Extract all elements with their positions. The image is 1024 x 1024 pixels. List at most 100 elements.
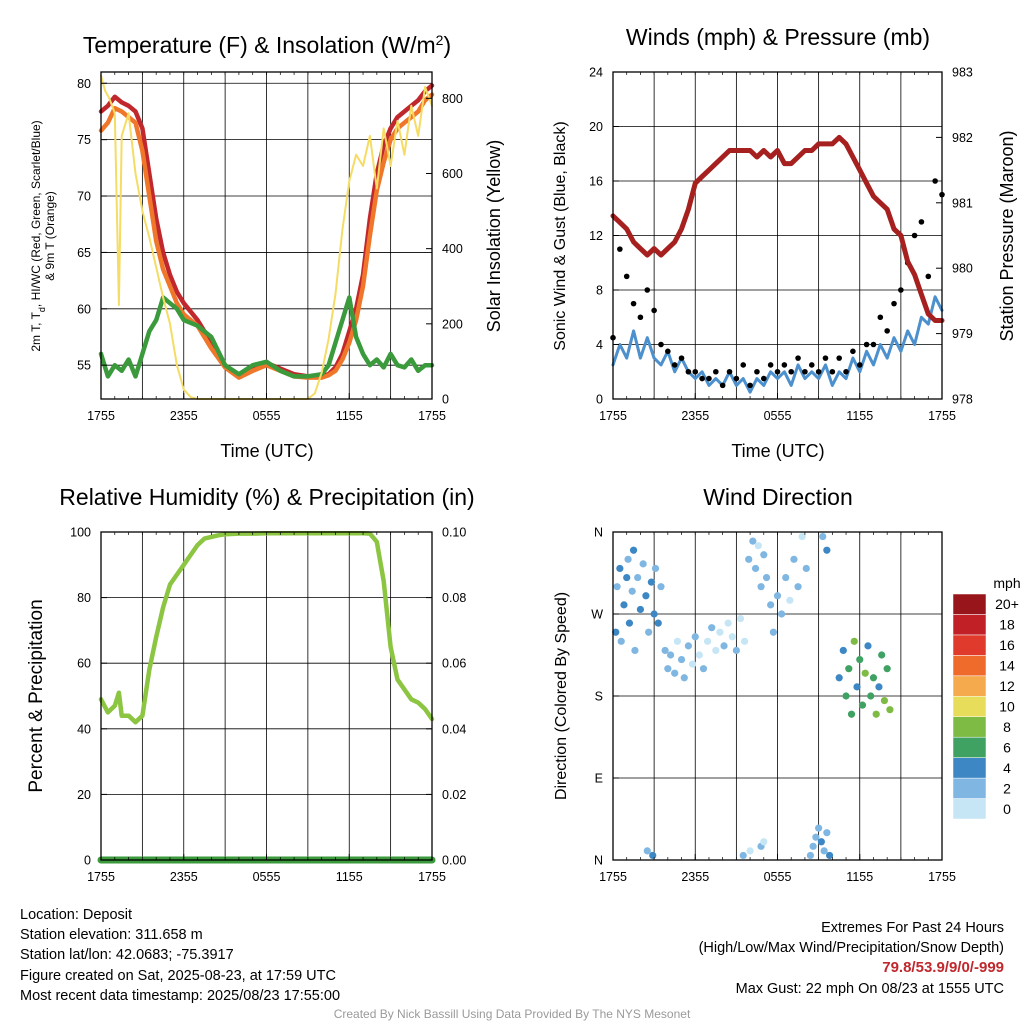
y2-tick-label: 600 <box>442 167 463 181</box>
chart-title: Relative Humidity (%) & Precipitation (i… <box>59 484 474 510</box>
direction-point <box>806 851 815 860</box>
x-tick-label: 1155 <box>846 870 873 884</box>
direction-point <box>732 646 740 655</box>
direction-point <box>650 610 658 618</box>
chart-title: Winds (mph) & Pressure (mb) <box>626 24 930 50</box>
gust-point <box>925 273 932 280</box>
direction-point <box>858 701 867 709</box>
y2-axis-label: Solar Insolation (Yellow) <box>484 140 504 332</box>
direction-point <box>741 637 749 645</box>
gust-point <box>665 348 671 355</box>
direction-point <box>664 665 672 673</box>
gust-point <box>733 375 740 382</box>
y-tick-label: 60 <box>77 657 91 671</box>
gust-point <box>651 307 657 314</box>
direction-point <box>847 710 856 718</box>
colorbar-label: 20+ <box>995 596 1019 612</box>
direction-point <box>880 696 889 705</box>
direction-point <box>643 847 651 855</box>
colorbar-swatch <box>952 614 987 636</box>
direction-point <box>757 583 765 591</box>
direction-point <box>661 646 669 655</box>
direction-point <box>651 564 660 573</box>
direction-point <box>631 646 639 655</box>
x-tick-label: 2355 <box>170 870 198 884</box>
direction-point <box>691 633 699 641</box>
y-tick-label: W <box>591 608 603 622</box>
direction-point <box>861 669 869 677</box>
direction-point <box>671 669 679 677</box>
direction-point <box>798 532 806 541</box>
direction-point <box>760 838 768 846</box>
gust-point <box>685 368 692 375</box>
direction-point <box>703 637 712 645</box>
gust-point <box>822 355 829 361</box>
gust-point <box>795 355 801 361</box>
y-tick-label: 80 <box>77 77 91 91</box>
direction-point <box>839 646 847 655</box>
y2-axis-label-text: Solar Insolation (Yellow) <box>484 140 504 332</box>
gust-point <box>754 368 760 375</box>
direction-point <box>782 573 790 582</box>
y2-tick-label: 980 <box>952 262 973 276</box>
direction-point <box>616 564 624 573</box>
direction-point <box>778 610 786 618</box>
direction-point <box>745 555 753 563</box>
station-info: Location: Deposit Station elevation: 311… <box>20 905 340 1006</box>
direction-point <box>835 674 843 682</box>
gust-point <box>850 348 856 355</box>
colorbar-swatch <box>952 757 987 779</box>
direction-point <box>872 710 880 718</box>
direction-point <box>786 596 794 604</box>
y-axis-label-text: Direction (Colored By Speed) <box>553 592 570 800</box>
gust-point <box>870 341 877 348</box>
gust-point <box>760 375 767 382</box>
x-tick-label: 2355 <box>681 870 709 884</box>
x-tick-label: 2355 <box>681 409 709 423</box>
colorbar-title: mph <box>993 575 1020 591</box>
gust-point <box>637 314 644 321</box>
direction-point <box>673 637 682 645</box>
y-tick-label: 16 <box>589 175 603 189</box>
direction-point <box>760 551 768 559</box>
direction-point <box>684 642 692 650</box>
x-axis-label: Time (UTC) <box>220 441 313 461</box>
y-tick-label: 0 <box>84 854 91 868</box>
colorbar-swatch <box>952 634 987 656</box>
direction-point <box>842 692 850 700</box>
gust-point <box>877 314 884 321</box>
direction-point <box>654 619 662 627</box>
direction-point <box>762 573 771 582</box>
x-tick-label: 1755 <box>87 409 115 423</box>
gust-point <box>699 375 705 382</box>
colorbar-swatch <box>952 777 987 799</box>
wind-panel: Winds (mph) & Pressure (mb) 1755 2355 0555 1… <box>552 24 1017 461</box>
x-axis-label: Time (UTC) <box>731 441 824 461</box>
direction-point <box>634 573 642 582</box>
latlon-text: Station lat/lon: 42.0683; -75.3917 <box>20 947 234 964</box>
gust-point <box>747 382 753 389</box>
y-tick-label: 12 <box>589 229 603 243</box>
y-tick-label: 75 <box>77 133 91 147</box>
gust-point <box>829 368 836 375</box>
colorbar-swatch <box>952 716 987 738</box>
gust-point <box>863 341 870 348</box>
x-tick-label: 1755 <box>928 409 956 423</box>
gust-point <box>911 232 918 239</box>
direction-panel: Wind Direction 1755 2355 0555 1155 1755 N E S W N D… <box>553 484 1021 884</box>
y-tick-label: 55 <box>77 359 91 373</box>
colorbar-label: 14 <box>999 658 1015 674</box>
y-label-subscript: d <box>37 307 47 312</box>
credit-text: Created By Nick Bassill Using Data Provi… <box>333 1007 691 1021</box>
direction-point <box>708 624 716 632</box>
gust-point <box>884 328 890 334</box>
direction-point <box>695 651 703 659</box>
gust-point <box>788 368 795 375</box>
direction-point <box>620 601 628 609</box>
y2-tick-label: 979 <box>952 327 973 341</box>
gust-point <box>802 368 808 375</box>
direction-point <box>878 651 886 659</box>
extremes-values: 79.8/53.9/9/0/-999 <box>882 959 1004 977</box>
direction-point <box>617 637 625 645</box>
